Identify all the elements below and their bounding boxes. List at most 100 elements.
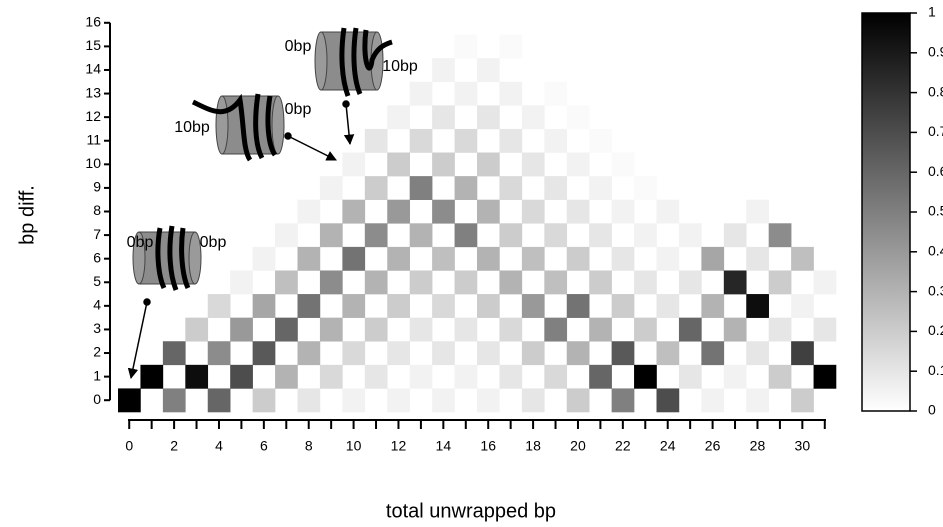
cell [275,270,298,295]
cell [162,341,186,366]
cell [432,199,455,224]
y-tick-label: 14 [85,61,101,77]
annotation: 0bp [200,234,227,251]
cell [611,341,635,366]
cell [297,294,321,318]
cell [454,176,478,201]
cell [409,317,433,342]
y-tick-label: 9 [93,179,101,195]
cell [319,176,343,201]
y-tick-label: 5 [93,273,101,289]
cell [409,270,433,295]
cell [723,270,747,295]
cell [364,128,388,153]
cell [746,294,769,318]
cell [521,388,545,413]
cell [634,223,657,248]
y-tick-label: 2 [93,344,101,360]
cell [544,223,568,248]
x-tick-label: 0 [125,438,133,454]
cell [364,270,388,295]
cell [409,176,433,201]
cell [342,152,366,177]
cell [499,34,523,59]
colorbar-tick-label: 0.6 [928,163,943,179]
cell [521,246,545,271]
cell [432,246,455,271]
cell [118,388,141,413]
y-axis-label: bp diff. [16,185,38,245]
cell [477,58,500,83]
cell [454,128,478,153]
x-tick-label: 8 [305,438,313,454]
cell [791,246,814,271]
x-tick-label: 30 [795,438,811,454]
cell [342,199,366,224]
cell [544,364,568,389]
cell [656,294,680,318]
cell [634,270,657,295]
cell [723,223,747,248]
cell [544,128,568,153]
cell [499,364,523,389]
cell [319,270,343,295]
cell [499,317,523,342]
cell [409,128,433,153]
x-tick-label: 20 [570,438,586,454]
cell [746,341,769,366]
cell [566,199,590,224]
cell [746,246,769,271]
cell [746,199,769,224]
cell [589,317,612,342]
cell [566,388,590,413]
cell [342,246,366,271]
cell [387,341,410,366]
cell [207,294,231,318]
axes: 0 2 4 6 8 10 12 14 16 18 20 22 24 26 28 300123456789101… [85,13,826,454]
cell [364,317,388,342]
cell [566,341,590,366]
cell [611,199,635,224]
cell [544,317,568,342]
colorbar-tick-label: 0.8 [928,83,943,99]
cell [678,317,702,342]
cell [499,81,523,106]
colorbar-tick-label: 1 [928,4,936,20]
nucleosome-illustration [191,93,285,162]
heatmap [118,34,837,413]
cell [701,341,725,366]
cell [701,388,725,413]
cell [656,388,680,413]
cell [342,388,366,413]
cell [477,341,500,366]
x-tick-label: 28 [750,438,766,454]
annotation: 0bp [285,38,312,55]
cell [521,294,545,318]
cell [162,388,186,413]
cell [521,341,545,366]
cell [723,364,747,389]
y-tick-label: 3 [93,320,101,336]
cell [521,152,545,177]
cell [297,341,321,366]
cell [387,294,410,318]
y-tick-label: 8 [93,202,101,218]
cell [275,223,298,248]
cell [499,128,523,153]
cell [432,105,455,130]
cell [791,294,814,318]
cell [275,364,298,389]
cell [409,81,433,106]
cell [409,364,433,389]
cell [432,152,455,177]
colorbar-tick-label: 0.4 [928,243,943,259]
cell [454,223,478,248]
cell [252,246,276,271]
cell [634,176,657,201]
cell [432,58,455,83]
cell [813,364,837,389]
x-axis-label: total unwrapped bp [386,500,556,522]
cell [589,270,612,295]
arrow [127,100,355,380]
